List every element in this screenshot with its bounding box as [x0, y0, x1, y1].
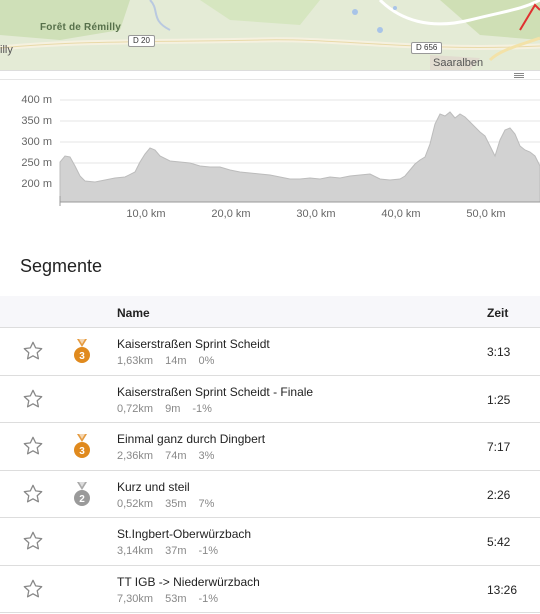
table-row[interactable]: 3 Einmal ganz durch Dingbert 2,36km 74m 3% 7:… — [0, 423, 540, 471]
segment-stats: 3,14km 37m -1% — [117, 545, 230, 557]
map-label-forest: Forêt de Rémilly — [40, 22, 121, 33]
segment-stats: 0,52km 35m 7% — [117, 498, 226, 510]
segment-elevation: 53m — [165, 592, 187, 605]
y-tick-label: 400 m — [21, 94, 52, 106]
segment-name[interactable]: TT IGB -> Niederwürzbach — [117, 574, 260, 589]
map-label-left: illy — [0, 44, 13, 56]
segment-elevation: 37m — [165, 545, 187, 557]
table-row[interactable]: 2 Kurz und steil 0,52km 35m 7% 2:26 — [0, 471, 540, 518]
segment-elevation: 74m — [165, 450, 187, 462]
segment-stats: 7,30km 53m -1% — [117, 593, 230, 605]
elevation-chart — [59, 99, 540, 206]
svg-text:3: 3 — [79, 351, 85, 362]
y-tick-label: 350 m — [21, 115, 52, 127]
svg-text:2: 2 — [79, 494, 85, 505]
segment-name[interactable]: St.Ingbert-Oberwürzbach — [117, 527, 252, 541]
road-badge-d20: D 20 — [128, 35, 155, 47]
panel-divider — [0, 70, 540, 80]
map-view[interactable]: Forêt de Rémilly illy Saaralben D 20 D 6… — [0, 0, 540, 70]
resize-grip-icon[interactable] — [514, 73, 524, 79]
star-icon[interactable] — [22, 578, 44, 600]
star-icon[interactable] — [22, 530, 44, 552]
segment-time: 3:13 — [487, 345, 511, 359]
map-tiles — [0, 0, 540, 70]
star-icon[interactable] — [22, 483, 44, 505]
medal-icon: 3 — [73, 434, 91, 460]
segment-grade: -1% — [198, 592, 219, 605]
y-tick-label: 250 m — [21, 157, 52, 169]
star-icon[interactable] — [22, 388, 44, 410]
y-tick-label: 200 m — [21, 178, 52, 190]
segments-table: Name Zeit 3 Kaiserstraßen Sprint Scheidt 1… — [0, 296, 540, 613]
star-icon[interactable] — [22, 340, 44, 362]
segment-stats: 2,36km 74m 3% — [117, 450, 226, 462]
segment-name[interactable]: Kaiserstraßen Sprint Scheidt - Finale — [117, 384, 314, 399]
road-badge-d656: D 656 — [411, 42, 443, 54]
segment-time: 1:25 — [487, 392, 511, 407]
table-row[interactable]: St.Ingbert-Oberwürzbach 3,14km 37m -1% 5:42 — [0, 518, 540, 566]
x-tick-label: 50,0 km — [466, 208, 506, 220]
x-tick-label: 30,0 km — [296, 208, 336, 220]
segments-title: Segmente — [20, 256, 103, 276]
segment-distance: 0,52km — [117, 497, 154, 510]
segment-grade: 3% — [198, 450, 215, 462]
segment-name[interactable]: Einmal ganz durch Dingbert — [117, 432, 266, 446]
segment-elevation: 35m — [165, 497, 187, 510]
segment-time: 2:26 — [487, 487, 511, 502]
column-header-name[interactable]: Name — [117, 306, 150, 320]
segment-elevation: 9m — [165, 402, 181, 415]
segment-distance: 0,72km — [117, 402, 154, 415]
segment-distance: 3,14km — [117, 545, 154, 557]
column-header-time[interactable]: Zeit — [487, 306, 509, 320]
segment-stats: 0,72km 9m -1% — [117, 403, 224, 415]
elevation-profile: 400 m 350 m 300 m 250 m 200 m 10,0 km 20… — [0, 84, 540, 234]
segment-time: 5:42 — [487, 535, 511, 549]
segment-stats: 1,63km 14m 0% — [117, 355, 226, 367]
segment-distance: 1,63km — [117, 355, 154, 367]
segment-distance: 2,36km — [117, 450, 154, 462]
star-icon[interactable] — [22, 435, 44, 457]
segment-grade: -1% — [192, 402, 212, 415]
map-label-city: Saaralben — [433, 57, 484, 69]
segment-grade: -1% — [198, 545, 219, 557]
y-tick-label: 300 m — [21, 136, 52, 148]
x-tick-label: 20,0 km — [211, 208, 251, 220]
segment-time: 7:17 — [487, 440, 511, 454]
table-row[interactable]: TT IGB -> Niederwürzbach 7,30km 53m -1% 13:2… — [0, 566, 540, 613]
segment-elevation: 14m — [165, 355, 187, 367]
segment-name[interactable]: Kurz und steil — [117, 479, 190, 494]
medal-icon: 3 — [73, 339, 91, 365]
table-row[interactable]: Kaiserstraßen Sprint Scheidt - Finale 0,7… — [0, 376, 540, 423]
segment-time: 13:26 — [487, 582, 518, 597]
medal-icon: 2 — [73, 481, 91, 508]
elevation-area — [59, 111, 540, 203]
segment-grade: 7% — [198, 497, 215, 510]
svg-text:3: 3 — [79, 446, 85, 457]
x-tick-label: 40,0 km — [381, 208, 421, 220]
x-tick-label: 10,0 km — [126, 208, 166, 220]
table-row[interactable]: 3 Kaiserstraßen Sprint Scheidt 1,63km 14m 0%… — [0, 328, 540, 376]
segment-name[interactable]: Kaiserstraßen Sprint Scheidt — [117, 337, 270, 351]
table-header: Name Zeit — [0, 296, 540, 328]
segment-grade: 0% — [198, 355, 215, 367]
segment-distance: 7,30km — [117, 592, 154, 605]
